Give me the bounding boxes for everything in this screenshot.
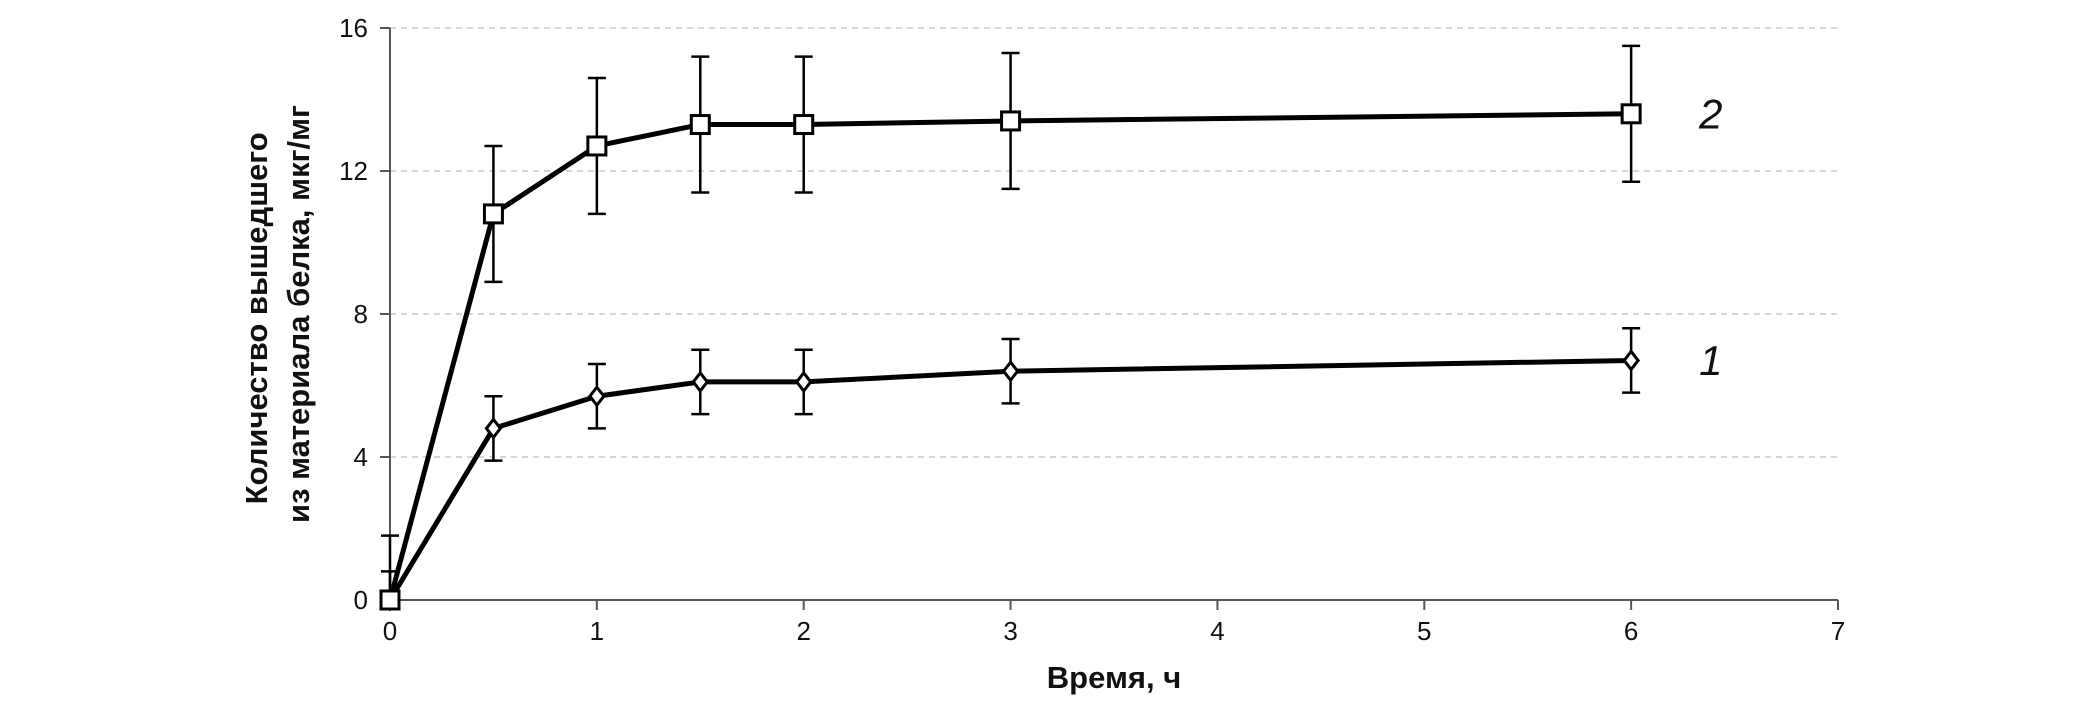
data-point-square — [689, 114, 711, 136]
data-point-square — [379, 589, 401, 611]
series-1: 1 — [381, 327, 1723, 612]
y-axis-title-line-1: Количество вышедшего — [239, 132, 274, 504]
x-tick-label: 2 — [796, 616, 810, 646]
data-point-diamond — [691, 370, 710, 394]
x-tick-label: 3 — [1003, 616, 1017, 646]
data-point-diamond — [484, 416, 503, 440]
series-2: 2 — [379, 44, 1723, 611]
data-point-diamond — [794, 370, 813, 394]
data-point-diamond — [1622, 349, 1641, 372]
series-label: 1 — [1699, 337, 1722, 384]
axes — [380, 27, 1839, 610]
y-tick-label: 16 — [339, 13, 368, 43]
x-axis-title: Время, ч — [1047, 660, 1181, 695]
data-point-diamond — [1001, 359, 1020, 383]
y-tick-label: 12 — [339, 156, 368, 186]
y-tick-label: 4 — [354, 442, 368, 472]
x-tick-label: 0 — [383, 616, 397, 646]
data-point-square — [1620, 103, 1642, 125]
series-label: 2 — [1698, 90, 1722, 137]
x-tick-label: 5 — [1417, 616, 1431, 646]
x-tick-label: 1 — [590, 616, 604, 646]
data-point-diamond — [587, 384, 606, 408]
y-tick-label: 0 — [354, 585, 368, 615]
data-point-square — [482, 203, 504, 225]
y-tick-label: 8 — [354, 299, 368, 329]
data-point-square — [586, 135, 608, 157]
x-tick-label: 7 — [1831, 616, 1845, 646]
x-tick-label: 4 — [1210, 616, 1224, 646]
x-tick-label: 6 — [1624, 616, 1638, 646]
data-point-square — [1000, 110, 1022, 132]
y-axis-title-line-2: из материала белка, мкг/мг — [281, 105, 316, 523]
y-axis-title: Количество вышедшего из материала белка,… — [239, 105, 316, 523]
series: 12 — [379, 44, 1723, 612]
data-point-square — [793, 114, 815, 136]
